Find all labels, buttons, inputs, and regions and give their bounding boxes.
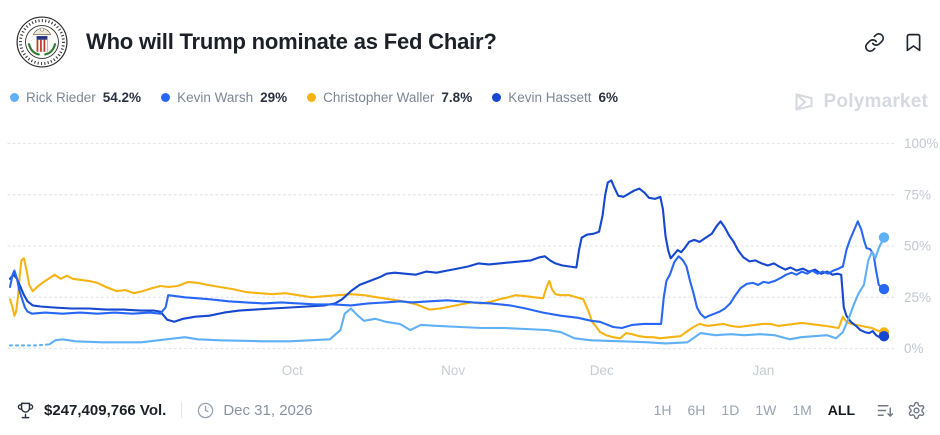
time-range-group: 1H 6H 1D 1W 1M ALL — [647, 398, 862, 422]
range-button-1m[interactable]: 1M — [792, 402, 812, 418]
series-line — [8, 179, 886, 339]
legend-dot — [161, 93, 171, 102]
x-axis-label: Jan — [752, 363, 774, 378]
legend-name: Christopher Waller — [323, 90, 435, 105]
y-axis-label: 100% — [904, 136, 939, 151]
probability-chart[interactable]: 0% 25% 50% 75% 100% Oct Nov Dec Jan — [0, 122, 940, 394]
x-axis-label: Oct — [282, 363, 303, 378]
series-line — [8, 343, 51, 347]
legend-value: 54.2% — [102, 90, 142, 105]
page-title: Who will Trump nominate as Fed Chair? — [86, 29, 497, 54]
legend-dot — [307, 93, 317, 102]
y-axis-label: 75% — [904, 187, 931, 202]
range-button-6h[interactable]: 6H — [687, 402, 706, 418]
sort-descending-icon[interactable] — [876, 401, 895, 420]
series-end-dot — [878, 283, 890, 295]
y-axis-label: 50% — [904, 239, 931, 254]
legend-name: Rick Rieder — [26, 90, 96, 105]
chart-svg[interactable]: 0% 25% 50% 75% 100% Oct Nov Dec Jan — [0, 122, 940, 394]
y-axis-label: 0% — [904, 341, 924, 356]
range-button-all[interactable]: ALL — [827, 402, 855, 418]
range-button-1h[interactable]: 1H — [653, 402, 672, 418]
watermark-text: Polymarket — [823, 91, 928, 112]
resolution-date: Dec 31, 2026 — [223, 401, 313, 419]
divider — [181, 402, 183, 418]
legend-item-christopher-waller[interactable]: Christopher Waller 7.8% — [307, 90, 472, 105]
series-line — [8, 220, 886, 330]
legend-value: 6% — [598, 90, 619, 105]
bookmark-icon[interactable] — [903, 32, 924, 53]
legend-dot — [10, 93, 19, 102]
range-button-1w[interactable]: 1W — [755, 402, 777, 418]
legend-name: Kevin Warsh — [177, 90, 254, 105]
x-axis-label: Nov — [441, 363, 465, 378]
legend-dot — [492, 93, 502, 102]
series-line — [48, 236, 886, 346]
legend-value: 7.8% — [441, 90, 473, 105]
volume-label: $247,409,766 Vol. — [44, 401, 167, 419]
legend-value: 29% — [260, 90, 288, 105]
link-icon[interactable] — [864, 32, 885, 53]
range-button-1d[interactable]: 1D — [721, 402, 740, 418]
legend-item-kevin-hassett[interactable]: Kevin Hassett 6% — [492, 90, 618, 105]
gear-icon[interactable] — [907, 401, 926, 420]
legend-item-rick-rieder[interactable]: Rick Rieder 54.2% — [10, 90, 141, 105]
series-line — [8, 257, 886, 340]
federal-reserve-seal-logo — [16, 16, 68, 68]
clock-icon — [197, 402, 214, 419]
chart-footer: $247,409,766 Vol. Dec 31, 2026 1H 6H 1D 1W 1… — [16, 393, 926, 427]
market-header: Who will Trump nominate as Fed Chair? — [16, 14, 924, 70]
chart-legend: Rick Rieder 54.2% Kevin Warsh 29% Christophe… — [10, 90, 618, 105]
x-axis-label: Dec — [590, 363, 614, 378]
series-end-dot — [878, 331, 890, 342]
legend-name: Kevin Hassett — [508, 90, 592, 105]
polymarket-logo-icon — [795, 93, 813, 111]
series-end-dot — [878, 232, 890, 243]
polymarket-watermark: Polymarket — [792, 90, 928, 114]
legend-item-kevin-warsh[interactable]: Kevin Warsh 29% — [161, 90, 287, 105]
y-axis-label: 25% — [904, 290, 931, 305]
trophy-icon — [16, 401, 35, 420]
